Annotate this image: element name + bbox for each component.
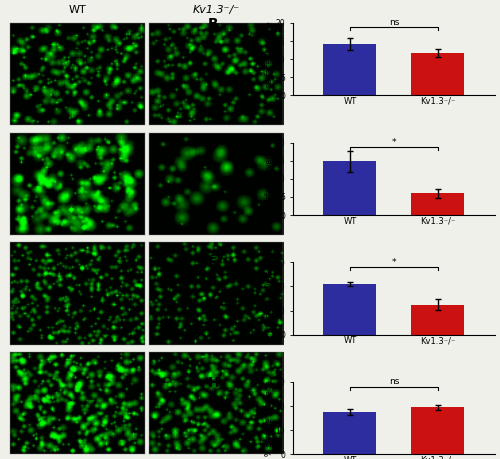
Y-axis label: % surface coverage: % surface coverage bbox=[265, 22, 274, 97]
Text: H: H bbox=[208, 376, 220, 390]
Text: Kv1.3⁻/⁻: Kv1.3⁻/⁻ bbox=[192, 5, 240, 15]
Bar bbox=[324, 284, 376, 335]
Text: ns: ns bbox=[388, 18, 399, 27]
Y-axis label: % surface coverage: % surface coverage bbox=[265, 141, 274, 217]
Bar bbox=[324, 162, 376, 215]
Text: *: * bbox=[392, 257, 396, 267]
Bar bbox=[412, 407, 464, 454]
Y-axis label: % surface coverage: % surface coverage bbox=[265, 261, 274, 336]
Text: F: F bbox=[208, 257, 217, 270]
Bar bbox=[412, 193, 464, 215]
Text: D: D bbox=[208, 137, 219, 151]
Text: ns: ns bbox=[388, 377, 399, 386]
Bar bbox=[412, 305, 464, 335]
Bar bbox=[324, 44, 376, 95]
Text: B: B bbox=[208, 17, 218, 31]
Bar bbox=[324, 412, 376, 454]
Bar bbox=[412, 53, 464, 95]
Text: WT: WT bbox=[68, 5, 86, 15]
Text: *: * bbox=[392, 138, 396, 146]
Y-axis label: % surface coverage: % surface coverage bbox=[265, 381, 274, 456]
